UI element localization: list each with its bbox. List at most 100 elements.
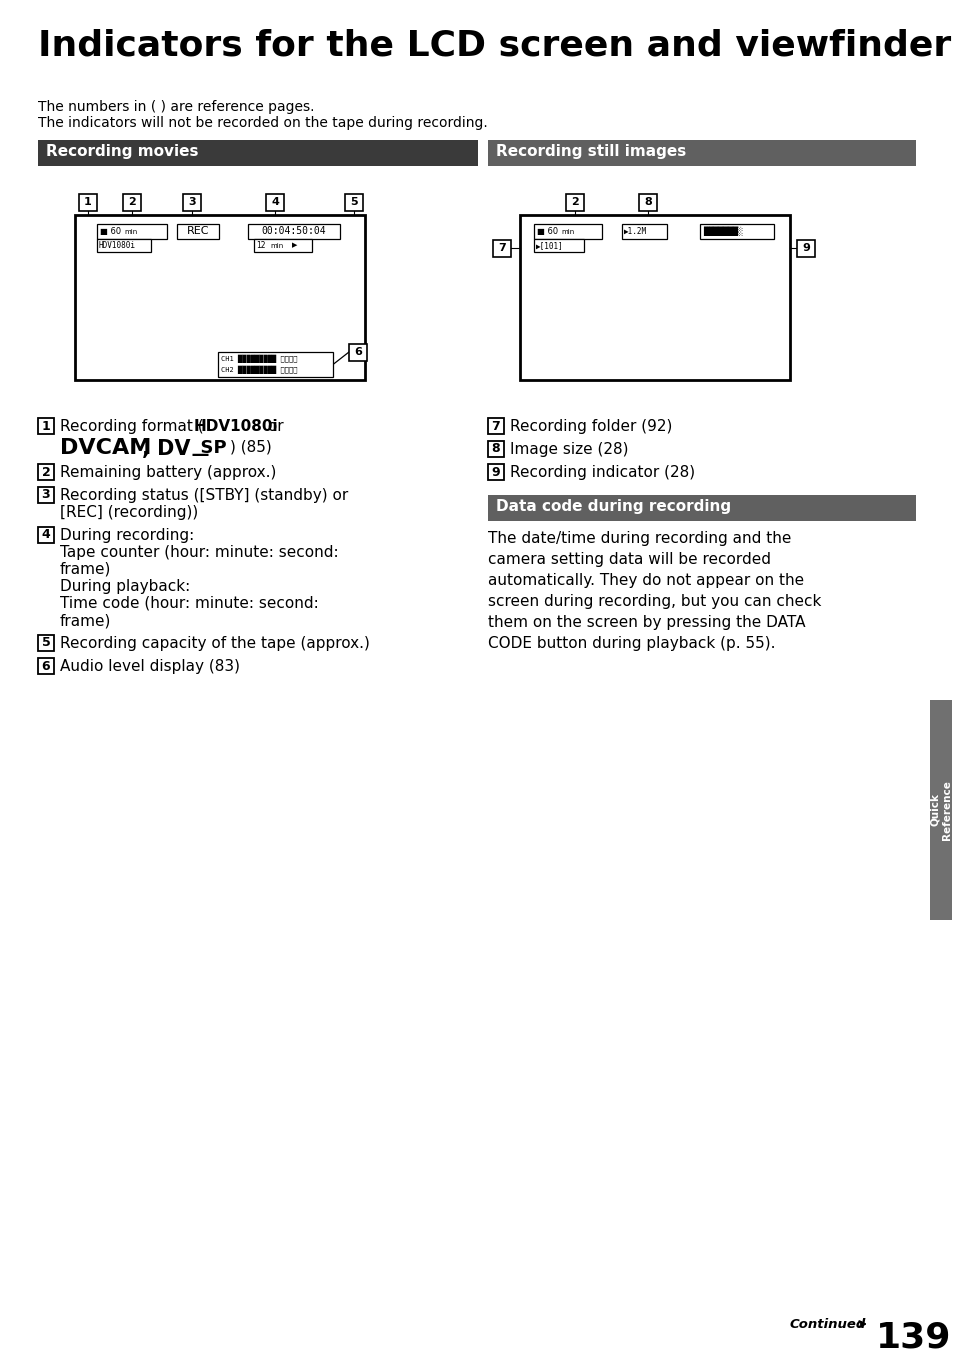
Text: REC: REC [187,227,209,236]
Bar [75,214,365,380]
Bar [183,194,201,210]
Text: ■ 60: ■ 60 [537,227,558,236]
Text: 4: 4 [271,197,278,208]
Text: 4: 4 [42,528,51,541]
Text: , DV: , DV [142,440,191,459]
Text: 7: 7 [497,243,505,252]
Bar [266,194,284,210]
Bar [493,240,511,256]
Bar [97,239,151,252]
Bar [38,658,54,674]
Bar [639,194,657,210]
Bar [97,224,167,239]
Text: HDV1080i: HDV1080i [99,242,136,250]
Text: 7: 7 [491,419,500,433]
Text: 6: 6 [354,347,361,357]
Text: ■ 60: ■ 60 [100,227,121,236]
Text: The date/time during recording and the
camera setting data will be recorded
auto: The date/time during recording and the c… [488,531,821,651]
Text: Remaining battery (approx.): Remaining battery (approx.) [60,465,276,480]
Bar [123,194,141,210]
Text: Indicators for the LCD screen and viewfinder: Indicators for the LCD screen and viewfi… [38,28,950,62]
Text: CH1 █████████ ‥‥‥‥: CH1 █████████ ‥‥‥‥ [221,354,297,364]
Text: 2: 2 [42,465,51,479]
Text: Recording still images: Recording still images [496,144,685,159]
Text: 9: 9 [801,243,809,252]
Text: Recording movies: Recording movies [46,144,198,159]
Text: 139: 139 [875,1320,950,1354]
Text: 1: 1 [84,197,91,208]
Text: Continued: Continued [789,1318,865,1331]
Text: The numbers in ( ) are reference pages.: The numbers in ( ) are reference pages. [38,100,314,114]
Text: 8: 8 [643,197,651,208]
Bar [38,418,54,434]
Text: 9: 9 [491,465,499,479]
Text: ███████░: ███████░ [702,227,742,236]
Text: During playback:: During playback: [60,579,190,594]
Bar [349,345,367,361]
Text: 5: 5 [42,636,51,650]
Text: 8: 8 [491,442,499,456]
Text: DVCAM: DVCAM [60,438,152,459]
Text: Quick
Reference: Quick Reference [929,780,951,840]
Bar [488,464,503,480]
Text: ͟SP: ͟SP [188,440,227,457]
Text: CH2 █████████ ‥‥‥‥: CH2 █████████ ‥‥‥‥ [221,366,297,375]
Text: ) (85): ) (85) [230,440,272,455]
Bar [38,487,54,503]
Text: frame): frame) [60,613,112,628]
Bar [488,418,503,434]
Bar [38,464,54,480]
Text: 3: 3 [188,197,195,208]
Bar [519,214,789,380]
Text: 6: 6 [42,660,51,673]
Text: The indicators will not be recorded on the tape during recording.: The indicators will not be recorded on t… [38,115,487,130]
Bar [488,140,915,166]
Text: ▶[101]: ▶[101] [536,242,563,250]
Text: ▶: ▶ [292,243,297,248]
Bar [488,441,503,457]
Bar [218,351,333,377]
Bar [38,140,477,166]
Text: Recording capacity of the tape (approx.): Recording capacity of the tape (approx.) [60,636,370,651]
Text: Tape counter (hour: minute: second:: Tape counter (hour: minute: second: [60,546,338,560]
Text: Recording status ([STBY] (standby) or: Recording status ([STBY] (standby) or [60,489,348,503]
Text: 5: 5 [350,197,357,208]
Bar [177,224,219,239]
Bar [534,239,583,252]
Text: 2: 2 [571,197,578,208]
Text: min: min [124,228,137,235]
Text: During recording:: During recording: [60,528,194,543]
Bar [700,224,773,239]
Text: ▶1.2M: ▶1.2M [623,227,646,236]
Bar [38,527,54,543]
Text: Recording folder (92): Recording folder (92) [510,419,672,434]
Text: 12: 12 [255,242,265,250]
Bar [488,495,915,521]
Bar [534,224,601,239]
Bar [253,239,312,252]
Text: or: or [263,419,283,434]
Text: 3: 3 [42,489,51,502]
Text: Audio level display (83): Audio level display (83) [60,660,240,674]
Bar [79,194,97,210]
Text: Image size (28): Image size (28) [510,442,628,457]
Text: HDV1080i: HDV1080i [193,419,278,434]
Text: 00:04:50:04: 00:04:50:04 [261,227,326,236]
Text: Time code (hour: minute: second:: Time code (hour: minute: second: [60,596,318,611]
Bar [38,635,54,651]
Bar [248,224,339,239]
Bar [621,224,666,239]
Text: min: min [560,228,574,235]
Text: Recording indicator (28): Recording indicator (28) [510,465,695,480]
Bar [345,194,363,210]
Text: Data code during recording: Data code during recording [496,499,730,514]
Bar [565,194,583,210]
Text: min: min [270,243,283,248]
Text: [REC] (recording)): [REC] (recording)) [60,505,198,520]
Bar [929,700,951,920]
Text: Recording format (: Recording format ( [60,419,203,434]
Text: 1: 1 [42,419,51,433]
Text: 2: 2 [128,197,135,208]
Text: frame): frame) [60,562,112,577]
Bar [796,240,814,256]
